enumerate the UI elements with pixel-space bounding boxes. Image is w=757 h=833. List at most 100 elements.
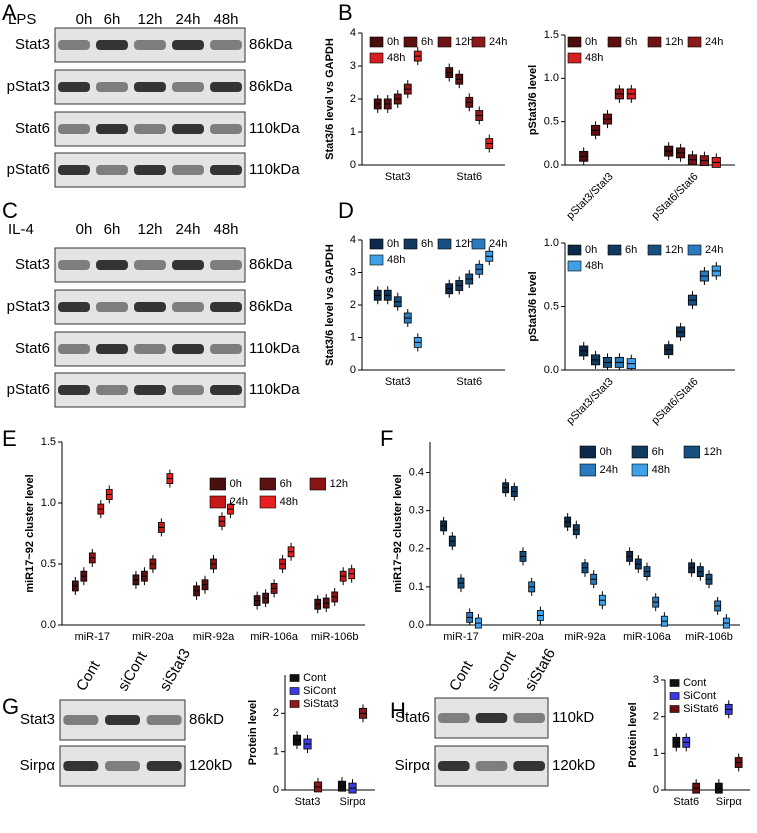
band — [210, 124, 242, 134]
x-tick-label: miR-92a — [564, 631, 606, 643]
y-tick-label: 0.1 — [409, 581, 424, 593]
band — [58, 82, 90, 92]
legend-swatch — [631, 445, 648, 459]
y-axis-label: miR17~92 cluster level — [392, 474, 404, 592]
condition-label: LPS — [8, 11, 36, 28]
protein-label: Stat3 — [15, 256, 50, 273]
legend-swatch — [607, 36, 622, 48]
y-tick-label: 1 — [653, 747, 659, 759]
band — [58, 260, 90, 270]
y-axis-label: pStat3/6 level — [527, 65, 539, 135]
legend-label: 0h — [585, 36, 597, 48]
band — [58, 165, 90, 175]
legend-label: SiStat6 — [683, 703, 718, 715]
legend-label: 24h — [705, 36, 723, 48]
y-tick-label: 0.0 — [544, 364, 559, 376]
band — [172, 302, 204, 312]
legend-swatch — [259, 495, 276, 509]
band — [210, 385, 242, 395]
protein-label: Sirpα — [395, 757, 431, 774]
y-tick-label: 3 — [350, 266, 356, 278]
y-axis-label: Protein level — [247, 700, 259, 765]
legend-swatch — [471, 36, 486, 48]
x-tick-label: Stat6 — [456, 171, 482, 183]
protein-label: Stat6 — [395, 709, 430, 726]
y-tick-label: 0 — [350, 364, 356, 376]
legend-swatch — [289, 700, 300, 708]
band — [134, 385, 166, 395]
legend-swatch — [437, 238, 452, 250]
band — [134, 124, 166, 134]
x-tick-label: miR-20a — [502, 631, 544, 643]
legend-swatch — [687, 244, 702, 256]
x-tick-label: Stat6 — [673, 796, 699, 808]
panel-letter: B — [338, 0, 353, 25]
panel-letter: E — [2, 426, 17, 451]
band — [96, 260, 128, 270]
y-tick-label: 0.3 — [409, 505, 424, 517]
legend-label: 12h — [330, 478, 348, 490]
legend-swatch — [647, 36, 662, 48]
legend-swatch — [309, 477, 326, 491]
y-tick-label: 0.4 — [409, 466, 424, 478]
band — [146, 761, 182, 771]
size-label: 120kD — [552, 757, 596, 774]
legend-label: 0h — [230, 478, 242, 490]
band — [438, 761, 470, 771]
size-label: 86kD — [189, 711, 224, 728]
size-label: 86kDa — [249, 256, 293, 273]
y-tick-label: 1.0 — [41, 497, 56, 509]
legend-label: 6h — [421, 238, 433, 250]
x-tick-label: miR-92a — [193, 631, 235, 643]
size-label: 110kDa — [249, 161, 300, 178]
protein-label: pStat3 — [7, 78, 50, 95]
legend-swatch — [369, 36, 384, 48]
band — [63, 761, 99, 771]
band — [146, 715, 182, 725]
legend-label: 6h — [625, 244, 637, 256]
lane-label: siStat6 — [521, 646, 559, 694]
band — [58, 344, 90, 354]
y-axis-label: Protein level — [627, 702, 639, 767]
lane-label: 12h — [137, 221, 162, 238]
y-tick-label: 2 — [273, 707, 279, 719]
y-tick-label: 4 — [350, 234, 356, 246]
y-axis-label: Stat3/6 level vs GAPDH — [324, 244, 336, 366]
band — [96, 82, 128, 92]
y-tick-label: 0 — [350, 159, 356, 171]
size-label: 86kDa — [249, 36, 293, 53]
lane-label: Cont — [446, 657, 477, 694]
legend-label: Cont — [683, 677, 706, 689]
band — [172, 385, 204, 395]
legend-swatch — [259, 477, 276, 491]
legend-swatch — [437, 36, 452, 48]
protein-label: pStat6 — [7, 161, 50, 178]
legend-label: 0h — [387, 238, 399, 250]
band — [210, 40, 242, 50]
legend-label: 0h — [600, 446, 612, 458]
legend-swatch — [567, 52, 582, 64]
size-label: 86kDa — [249, 298, 293, 315]
band — [96, 344, 128, 354]
x-tick-label: Sirpα — [716, 796, 743, 808]
legend-label: 24h — [705, 244, 723, 256]
lane-label: 48h — [213, 11, 238, 28]
legend-swatch — [669, 692, 680, 700]
legend-label: SiCont — [303, 685, 336, 697]
band — [134, 260, 166, 270]
y-tick-label: 1 — [273, 746, 279, 758]
legend-label: SiStat3 — [303, 698, 338, 710]
size-label: 86kDa — [249, 78, 293, 95]
x-tick-label: miR-17 — [75, 631, 110, 643]
legend-swatch — [567, 36, 582, 48]
legend-swatch — [579, 463, 596, 477]
y-tick-label: 1 — [350, 126, 356, 138]
lane-label: 0h — [76, 221, 93, 238]
protein-label: Sirpα — [20, 757, 56, 774]
y-tick-label: 2 — [350, 299, 356, 311]
legend-label: 12h — [455, 36, 473, 48]
panel-letter: C — [2, 198, 18, 223]
legend-swatch — [209, 495, 226, 509]
legend-swatch — [669, 679, 680, 687]
band — [513, 761, 545, 771]
